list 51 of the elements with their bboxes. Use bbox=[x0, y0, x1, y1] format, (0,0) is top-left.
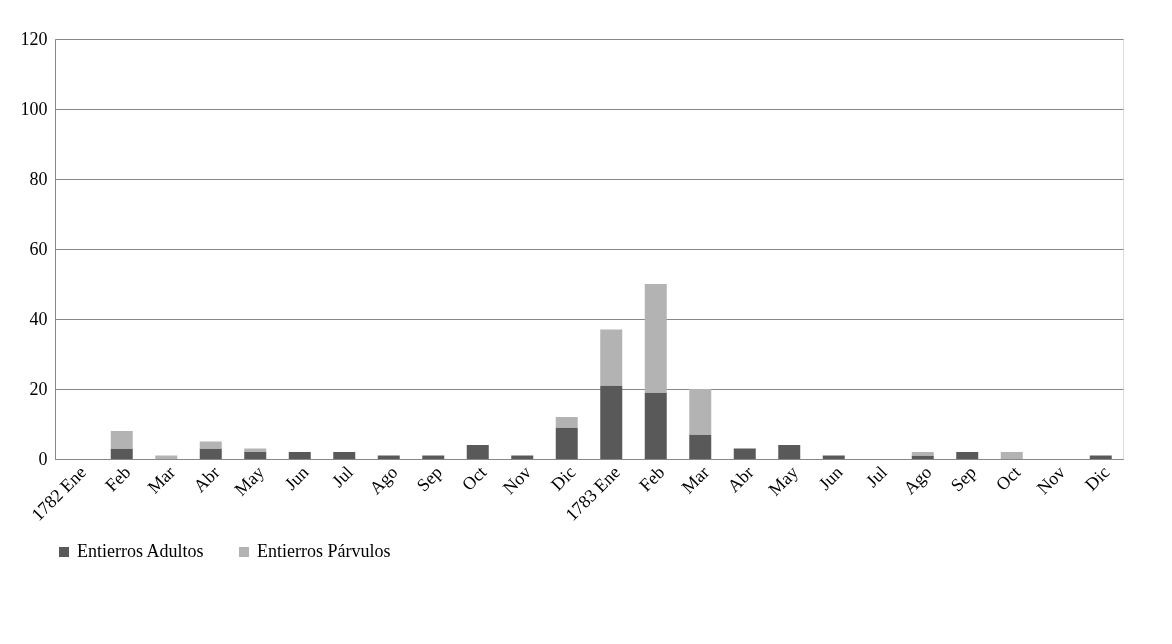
x-tick-label: Dic bbox=[1080, 462, 1114, 495]
bar bbox=[689, 389, 712, 435]
bar bbox=[199, 441, 222, 449]
x-tick-label: Oct bbox=[991, 462, 1025, 495]
x-tick-label: May bbox=[230, 462, 268, 500]
bar bbox=[644, 392, 667, 459]
bar bbox=[466, 445, 489, 459]
bar bbox=[1000, 452, 1023, 459]
x-tick-label: Jul bbox=[327, 462, 357, 492]
legend-label: Entierros Adultos bbox=[77, 541, 204, 561]
y-tick-label: 120 bbox=[20, 28, 48, 49]
x-tick-label: Mar bbox=[143, 462, 179, 498]
bar bbox=[199, 448, 222, 459]
bar bbox=[333, 452, 356, 459]
bar bbox=[689, 434, 712, 459]
x-tick-label: Jul bbox=[861, 462, 891, 492]
x-tick-label: Sep bbox=[946, 462, 980, 496]
x-tick-label: Jun bbox=[280, 462, 313, 494]
x-tick-label: Abr bbox=[189, 462, 224, 497]
x-tick-label: Abr bbox=[723, 462, 758, 497]
bar bbox=[778, 445, 801, 459]
x-tick-label: Feb bbox=[635, 462, 669, 496]
x-tick-label: Ago bbox=[365, 462, 402, 499]
bar bbox=[555, 417, 578, 428]
bar bbox=[600, 329, 623, 386]
bar bbox=[600, 385, 623, 459]
x-tick-label: Mar bbox=[677, 462, 713, 498]
bar bbox=[733, 448, 756, 459]
bar bbox=[555, 427, 578, 459]
y-tick-label: 100 bbox=[20, 98, 48, 119]
legend-label: Entierros Párvulos bbox=[257, 541, 391, 561]
x-tick-label: Dic bbox=[546, 462, 580, 495]
bar bbox=[110, 431, 133, 449]
x-tick-label: Ago bbox=[899, 462, 936, 499]
bar bbox=[110, 448, 133, 459]
y-tick-label: 20 bbox=[29, 378, 48, 399]
x-tick-label: Nov bbox=[1032, 462, 1069, 499]
bar bbox=[956, 452, 979, 459]
x-tick-label: Oct bbox=[457, 462, 491, 495]
bar bbox=[288, 452, 311, 459]
x-tick-label: Jun bbox=[814, 462, 847, 494]
y-tick-label: 80 bbox=[29, 168, 48, 189]
y-tick-label: 60 bbox=[29, 238, 48, 259]
y-tick-label: 40 bbox=[29, 308, 48, 329]
bar bbox=[644, 284, 667, 393]
x-tick-label: May bbox=[764, 462, 802, 500]
x-tick-label: Sep bbox=[412, 462, 446, 496]
x-tick-label: Feb bbox=[101, 462, 135, 496]
x-tick-label: Nov bbox=[498, 462, 535, 499]
bar bbox=[244, 452, 267, 459]
y-tick-label: 0 bbox=[38, 448, 48, 469]
